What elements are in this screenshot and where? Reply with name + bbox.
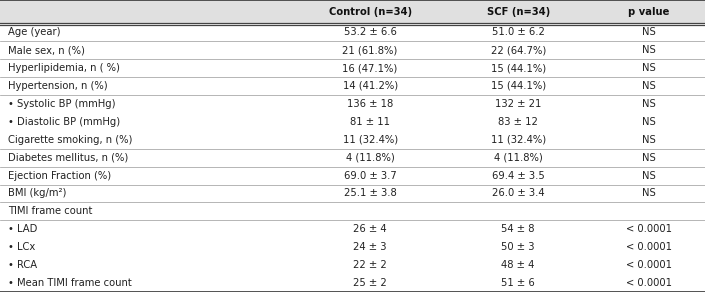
Text: NS: NS	[642, 153, 656, 163]
Text: 11 (32.4%): 11 (32.4%)	[343, 135, 398, 145]
Text: 4 (11.8%): 4 (11.8%)	[345, 153, 395, 163]
Text: p value: p value	[628, 7, 669, 17]
Text: 22 ± 2: 22 ± 2	[353, 260, 387, 270]
Text: 51.0 ± 6.2: 51.0 ± 6.2	[492, 27, 544, 37]
Text: 81 ± 11: 81 ± 11	[350, 117, 390, 127]
Text: 26 ± 4: 26 ± 4	[353, 224, 387, 234]
Text: 54 ± 8: 54 ± 8	[501, 224, 535, 234]
Text: Diabetes mellitus, n (%): Diabetes mellitus, n (%)	[8, 153, 129, 163]
Text: 136 ± 18: 136 ± 18	[347, 99, 393, 109]
Text: Ejection Fraction (%): Ejection Fraction (%)	[8, 171, 111, 180]
Text: 69.0 ± 3.7: 69.0 ± 3.7	[344, 171, 396, 180]
Text: 48 ± 4: 48 ± 4	[501, 260, 535, 270]
Text: • Systolic BP (mmHg): • Systolic BP (mmHg)	[8, 99, 116, 109]
Text: • Mean TIMI frame count: • Mean TIMI frame count	[8, 278, 133, 288]
Text: NS: NS	[642, 135, 656, 145]
Text: 15 (44.1%): 15 (44.1%)	[491, 81, 546, 91]
Text: 83 ± 12: 83 ± 12	[498, 117, 538, 127]
Text: NS: NS	[642, 81, 656, 91]
Text: < 0.0001: < 0.0001	[625, 260, 672, 270]
Text: NS: NS	[642, 45, 656, 55]
Text: NS: NS	[642, 63, 656, 73]
Text: 26.0 ± 3.4: 26.0 ± 3.4	[492, 188, 544, 199]
Text: Hyperlipidemia, n ( %): Hyperlipidemia, n ( %)	[8, 63, 121, 73]
Text: 24 ± 3: 24 ± 3	[353, 242, 387, 252]
Text: 25.1 ± 3.8: 25.1 ± 3.8	[344, 188, 396, 199]
Text: SCF (n=34): SCF (n=34)	[486, 7, 550, 17]
Text: < 0.0001: < 0.0001	[625, 278, 672, 288]
Text: NS: NS	[642, 171, 656, 180]
Text: • Diastolic BP (mmHg): • Diastolic BP (mmHg)	[8, 117, 121, 127]
Text: Cigarette smoking, n (%): Cigarette smoking, n (%)	[8, 135, 133, 145]
Text: 132 ± 21: 132 ± 21	[495, 99, 541, 109]
Text: 21 (61.8%): 21 (61.8%)	[343, 45, 398, 55]
Text: • LCx: • LCx	[8, 242, 36, 252]
Text: 11 (32.4%): 11 (32.4%)	[491, 135, 546, 145]
Text: < 0.0001: < 0.0001	[625, 242, 672, 252]
Text: Age (year): Age (year)	[8, 27, 61, 37]
Text: NS: NS	[642, 117, 656, 127]
Text: 53.2 ± 6.6: 53.2 ± 6.6	[344, 27, 396, 37]
Text: 22 (64.7%): 22 (64.7%)	[491, 45, 546, 55]
Text: 14 (41.2%): 14 (41.2%)	[343, 81, 398, 91]
Text: 16 (47.1%): 16 (47.1%)	[343, 63, 398, 73]
Text: • LAD: • LAD	[8, 224, 38, 234]
Text: 15 (44.1%): 15 (44.1%)	[491, 63, 546, 73]
Text: TIMI frame count: TIMI frame count	[8, 206, 93, 216]
Text: 51 ± 6: 51 ± 6	[501, 278, 535, 288]
Text: Hypertension, n (%): Hypertension, n (%)	[8, 81, 108, 91]
Text: NS: NS	[642, 27, 656, 37]
Text: 50 ± 3: 50 ± 3	[501, 242, 535, 252]
Text: BMI (kg/m²): BMI (kg/m²)	[8, 188, 67, 199]
Text: • RCA: • RCA	[8, 260, 37, 270]
Text: < 0.0001: < 0.0001	[625, 224, 672, 234]
Text: 4 (11.8%): 4 (11.8%)	[493, 153, 543, 163]
Text: NS: NS	[642, 188, 656, 199]
Text: 69.4 ± 3.5: 69.4 ± 3.5	[492, 171, 544, 180]
Text: 25 ± 2: 25 ± 2	[353, 278, 387, 288]
Bar	[0, 0, 705, 23]
Text: Male sex, n (%): Male sex, n (%)	[8, 45, 85, 55]
Text: Control (n=34): Control (n=34)	[329, 7, 412, 17]
Text: NS: NS	[642, 99, 656, 109]
